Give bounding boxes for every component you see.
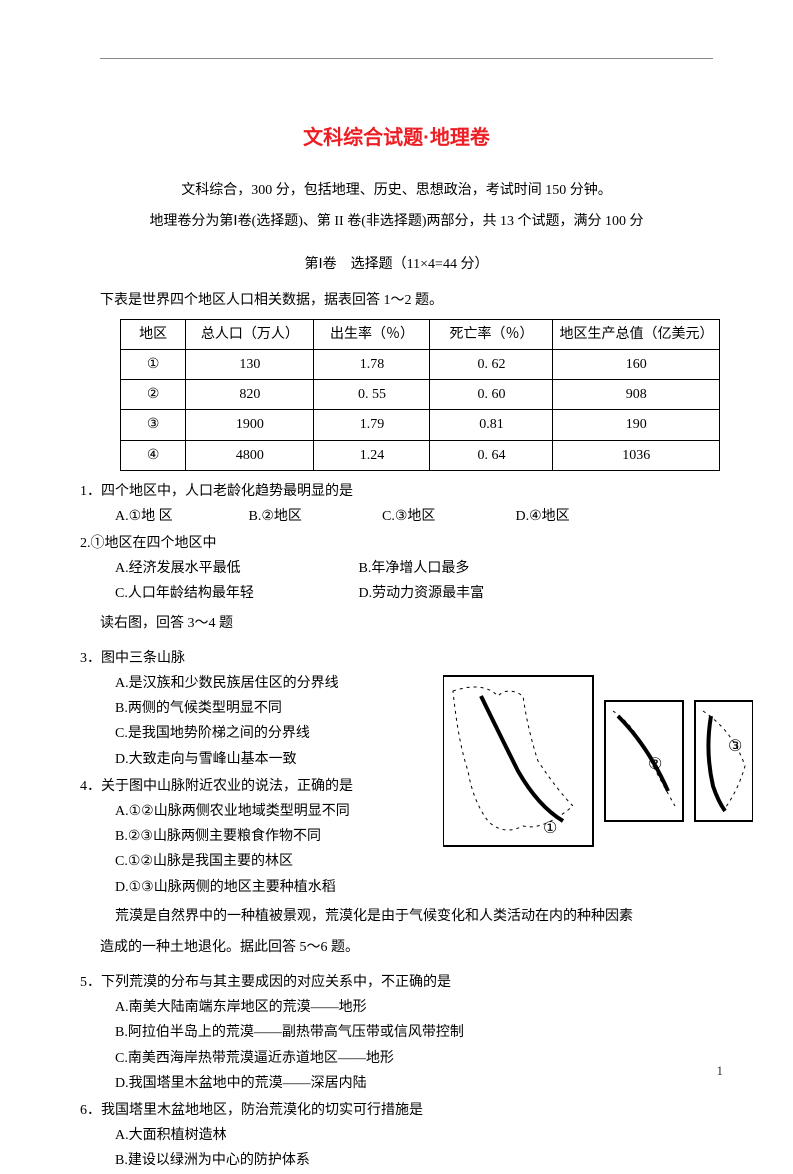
- th-gdp: 地区生产总值（亿美元）: [553, 319, 720, 349]
- cell: 1036: [553, 440, 720, 470]
- cell: ①: [121, 349, 186, 379]
- q5-opt-c: C.南美西海岸热带荒漠逼近赤道地区——地形: [115, 1046, 733, 1071]
- fig-label-3: ③: [728, 738, 742, 755]
- exam-page: 文科综合试题·地理卷 文科综合，300 分，包括地理、历史、思想政治，考试时间 …: [0, 0, 793, 1122]
- question-2-options-row1: A.经济发展水平最低 B.年净增人口最多: [115, 556, 733, 581]
- top-rule: [100, 58, 713, 59]
- q5-opt-a: A.南美大陆南端东岸地区的荒漠——地形: [115, 995, 733, 1020]
- cell: 0. 62: [430, 349, 553, 379]
- cell: 130: [186, 349, 314, 379]
- context-5-6-line2: 造成的一种土地退化。据此回答 5～6 题。: [100, 935, 733, 960]
- question-5: 5．下列荒漠的分布与其主要成因的对应关系中，不正确的是: [80, 970, 733, 995]
- cell: 0. 64: [430, 440, 553, 470]
- fig-label-2: ②: [648, 756, 662, 773]
- question-1-options: A.①地 区 B.②地区 C.③地区 D.④地区: [115, 504, 733, 529]
- q1-opt-a: A.①地 区: [115, 504, 245, 529]
- cell: 1.24: [314, 440, 430, 470]
- table-row: ① 130 1.78 0. 62 160: [121, 349, 720, 379]
- fig-label-1: ①: [543, 820, 557, 837]
- table-intro: 下表是世界四个地区人口相关数据，据表回答 1～2 题。: [100, 288, 733, 313]
- cell: 160: [553, 349, 720, 379]
- table-row: ④ 4800 1.24 0. 64 1036: [121, 440, 720, 470]
- context-5-6-line1: 荒漠是自然界中的一种植被景观，荒漠化是由于气候变化和人类活动在内的种种因素: [115, 904, 693, 929]
- question-2-options-row2: C.人口年龄结构最年轻 D.劳动力资源最丰富: [115, 581, 733, 606]
- q1-opt-c: C.③地区: [382, 504, 512, 529]
- question-6: 6．我国塔里木盆地地区，防治荒漠化的切实可行措施是: [80, 1098, 733, 1123]
- exam-title: 文科综合试题·地理卷: [60, 120, 733, 156]
- cell: 0. 55: [314, 380, 430, 410]
- question-2: 2.①地区在四个地区中: [80, 531, 733, 556]
- th-region: 地区: [121, 319, 186, 349]
- map-icon: ① ② ③: [443, 671, 753, 851]
- q2-opt-d: D.劳动力资源最丰富: [359, 581, 599, 606]
- page-number: 1: [717, 1059, 724, 1082]
- th-birth: 出生率（％）: [314, 319, 430, 349]
- th-pop: 总人口（万人）: [186, 319, 314, 349]
- cell: 0. 60: [430, 380, 553, 410]
- cell: ②: [121, 380, 186, 410]
- question-3: 3．图中三条山脉: [80, 646, 733, 671]
- cell: 820: [186, 380, 314, 410]
- q2-opt-b: B.年净增人口最多: [359, 556, 599, 581]
- cell: 1.79: [314, 410, 430, 440]
- table-row: ② 820 0. 55 0. 60 908: [121, 380, 720, 410]
- q5-opt-b: B.阿拉伯半岛上的荒漠——副热带高气压带或信风带控制: [115, 1020, 733, 1045]
- intro-line-2: 地理卷分为第Ⅰ卷(选择题)、第 II 卷(非选择题)两部分，共 13 个试题，满…: [60, 209, 733, 234]
- q1-opt-d: D.④地区: [516, 504, 646, 529]
- cell: 4800: [186, 440, 314, 470]
- cell: 1900: [186, 410, 314, 440]
- q4-opt-c: C.①②山脉是我国主要的林区: [115, 849, 733, 874]
- q3-q4-block: ① ② ③ 3．图中三条山脉 A.是汉族和少数民族居住区的分界线 B.两侧的气候…: [60, 646, 733, 900]
- section-1-header: 第Ⅰ卷 选择题（11×4=44 分）: [60, 252, 733, 277]
- cell: ④: [121, 440, 186, 470]
- table-header-row: 地区 总人口（万人） 出生率（％） 死亡率（％） 地区生产总值（亿美元）: [121, 319, 720, 349]
- population-table: 地区 总人口（万人） 出生率（％） 死亡率（％） 地区生产总值（亿美元） ① 1…: [120, 319, 720, 471]
- q2-opt-a: A.经济发展水平最低: [115, 556, 355, 581]
- q6-opt-b: B.建设以绿洲为中心的防护体系: [115, 1148, 733, 1173]
- question-1: 1．四个地区中，人口老龄化趋势最明显的是: [80, 479, 733, 504]
- figure-intro: 读右图，回答 3～4 题: [100, 611, 733, 636]
- table-row: ③ 1900 1.79 0.81 190: [121, 410, 720, 440]
- th-death: 死亡率（％）: [430, 319, 553, 349]
- q6-opt-a: A.大面积植树造林: [115, 1123, 733, 1148]
- cell: 908: [553, 380, 720, 410]
- q4-opt-d: D.①③山脉两侧的地区主要种植水稻: [115, 875, 733, 900]
- cell: ③: [121, 410, 186, 440]
- cell: 0.81: [430, 410, 553, 440]
- intro-line-1: 文科综合，300 分，包括地理、历史、思想政治，考试时间 150 分钟。: [60, 178, 733, 203]
- q1-opt-b: B.②地区: [249, 504, 379, 529]
- cell: 1.78: [314, 349, 430, 379]
- cell: 190: [553, 410, 720, 440]
- q2-opt-c: C.人口年龄结构最年轻: [115, 581, 355, 606]
- mountain-figure: ① ② ③: [443, 671, 753, 851]
- q5-opt-d: D.我国塔里木盆地中的荒漠——深居内陆: [115, 1071, 733, 1096]
